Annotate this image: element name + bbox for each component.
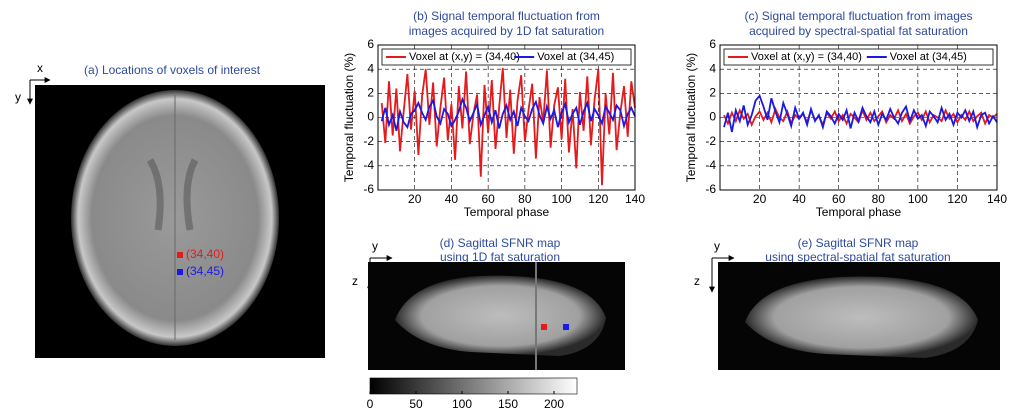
chart-title: (c) Signal temporal fluctuation from ima… [744,9,972,23]
y-tick-label: -4 [363,158,374,172]
legend [381,48,632,66]
y-tick-label: 6 [709,37,716,51]
x-tick-label: 60 [832,192,846,206]
legend [723,48,994,66]
voxel-label: (34,45) [186,264,224,278]
y-tick-label: -6 [705,182,716,196]
y-tick-label: 0 [709,110,716,124]
x-tick-label: 80 [518,192,532,206]
axis-label: y [15,90,21,104]
y-tick-label: 6 [367,37,374,51]
voxel-marker [177,252,183,258]
legend-label: Voxel at (34,45) [537,51,614,63]
y-tick-label: 4 [367,61,374,75]
brain [395,275,606,356]
y-tick-label: 2 [709,86,716,100]
y-axis-label: Temporal fluctuation (%) [342,53,356,182]
axis-label: x [37,61,43,75]
y-tick-label: -2 [705,134,716,148]
x-tick-label: 140 [625,192,645,206]
voxel-markers [541,324,569,330]
legend-label: Voxel at (x,y) = (34,40) [409,51,520,63]
plot-frame [719,44,998,191]
colorbar-label: 50 [409,397,423,410]
chart-title: acquired by spectral-spatial fat saturat… [749,24,968,38]
x-axis-label: Temporal phase [816,205,902,219]
chart-title: (b) Signal temporal fluctuation from [413,9,600,23]
y-tick-label: -2 [363,134,374,148]
x-tick-label: 60 [481,192,495,206]
y-tick-label: -6 [363,182,374,196]
colorbar-label: 200 [544,397,564,410]
series-line [723,94,998,133]
x-tick-label: 20 [408,192,422,206]
x-tick-label: 40 [445,192,459,206]
axis-label: z [352,274,358,288]
plot-frame [377,44,636,191]
charts: (b) Signal temporal fluctuation fromimag… [342,9,1007,219]
colorbar-label: 100 [452,397,472,410]
x-axis-label: Temporal phase [464,205,550,219]
colorbar [369,377,578,395]
panel-title: using spectral-spatial fat saturation [765,250,950,264]
y-axis-label: Temporal fluctuation (%) [684,53,698,182]
y-tick-label: 0 [367,110,374,124]
panel-title: using 1D fat saturation [440,250,560,264]
brain [745,276,978,358]
series-line [380,96,636,132]
x-tick-label: 20 [753,192,767,206]
x-tick-label: 40 [792,192,806,206]
y-tick-label: 2 [367,86,374,100]
x-tick-label: 140 [987,192,1007,206]
x-tick-label: 120 [588,192,608,206]
colorbar-label: 150 [498,397,518,410]
voxel-markers: (34,40) (34,45) [177,247,224,278]
x-tick-label: 120 [947,192,967,206]
voxel-label: (34,40) [186,247,224,261]
panel-title: (a) Locations of voxels of interest [84,63,261,77]
y-tick-label: -4 [705,158,716,172]
axis-label: y [372,239,378,253]
legend-label: Voxel at (34,45) [890,51,967,63]
colorbar-label: 0 [367,397,374,410]
x-tick-label: 100 [552,192,572,206]
axis-label: y [714,239,720,253]
panel-title: (d) Sagittal SFNR map [440,236,561,250]
voxel-marker [177,269,183,275]
axis-label: z [694,274,700,288]
ventricle [146,158,199,231]
voxel-marker [541,324,547,330]
colorbar-ticks: 0 50 100 150 200 [367,391,564,411]
voxel-marker [563,324,569,330]
panel-title: (e) Sagittal SFNR map [798,236,919,250]
x-tick-label: 100 [908,192,928,206]
legend-label: Voxel at (x,y) = (34,40) [751,51,862,63]
chart-title: images acquired by 1D fat saturation [409,24,604,38]
y-tick-label: 4 [709,61,716,75]
x-tick-label: 80 [872,192,886,206]
